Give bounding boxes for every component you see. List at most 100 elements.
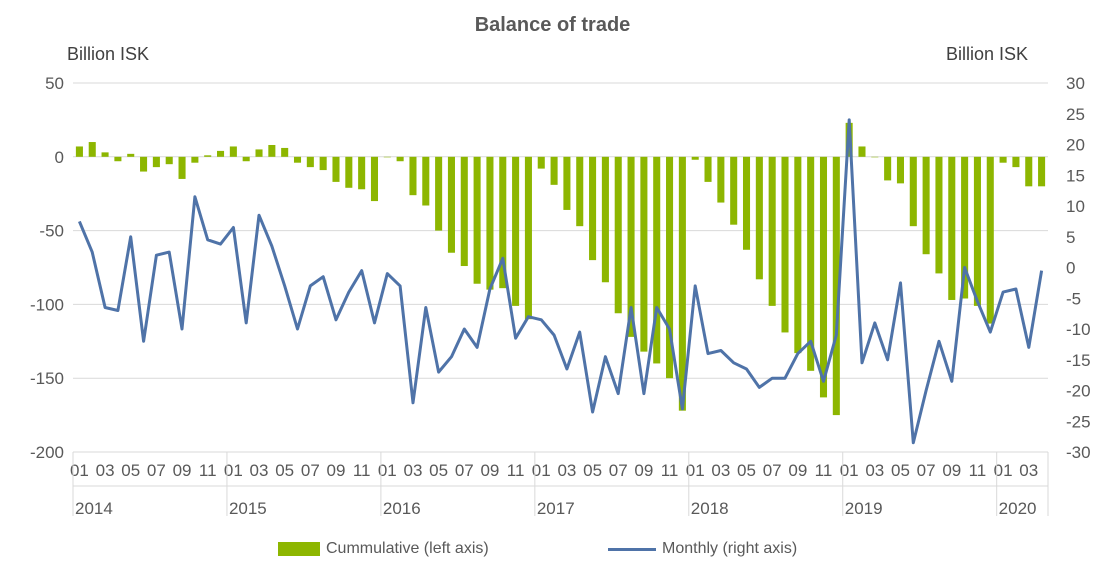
bar bbox=[460, 156, 468, 267]
bar bbox=[332, 156, 340, 182]
bar bbox=[666, 156, 674, 379]
bar bbox=[948, 156, 956, 300]
month-tick-label: 05 bbox=[275, 461, 294, 480]
legend-swatch-line bbox=[608, 547, 656, 551]
bar bbox=[896, 156, 904, 184]
bar bbox=[217, 150, 225, 157]
month-tick-label: 01 bbox=[70, 461, 89, 480]
bar bbox=[447, 156, 455, 253]
bar bbox=[640, 156, 648, 352]
right-axis-unit: Billion ISK bbox=[946, 44, 1029, 64]
bar bbox=[807, 156, 815, 371]
bar bbox=[691, 156, 699, 160]
month-tick-label: 05 bbox=[583, 461, 602, 480]
bar bbox=[858, 146, 866, 157]
bar bbox=[576, 156, 584, 227]
month-tick-label: 03 bbox=[865, 461, 884, 480]
month-tick-label: 07 bbox=[301, 461, 320, 480]
month-tick-label: 11 bbox=[815, 461, 833, 480]
bar bbox=[383, 156, 391, 158]
bar bbox=[909, 156, 917, 227]
right-axis-tick-label: -5 bbox=[1066, 289, 1081, 308]
bar bbox=[191, 156, 199, 163]
month-tick-label: 11 bbox=[353, 461, 371, 480]
bar bbox=[781, 156, 789, 333]
year-label: 2014 bbox=[75, 499, 113, 518]
month-tick-label: 09 bbox=[634, 461, 653, 480]
bar bbox=[306, 156, 314, 168]
bar bbox=[242, 156, 250, 162]
legend-label-cumulative: Cummulative (left axis) bbox=[326, 540, 489, 557]
bar bbox=[165, 156, 173, 165]
bar bbox=[512, 156, 520, 306]
bar bbox=[755, 156, 763, 280]
bar bbox=[204, 155, 212, 157]
month-tick-label: 07 bbox=[917, 461, 936, 480]
bar bbox=[742, 156, 751, 250]
month-tick-label: 03 bbox=[711, 461, 730, 480]
year-label: 2017 bbox=[537, 499, 575, 518]
right-axis-tick-label: 10 bbox=[1066, 197, 1085, 216]
bar bbox=[973, 156, 981, 306]
bar bbox=[268, 144, 276, 157]
month-tick-label: 11 bbox=[969, 461, 987, 480]
bar bbox=[550, 156, 558, 185]
month-tick-label: 01 bbox=[224, 461, 243, 480]
right-axis-tick-label: 5 bbox=[1066, 228, 1075, 247]
month-tick-label: 09 bbox=[480, 461, 499, 480]
month-tick-label: 01 bbox=[994, 461, 1013, 480]
bar bbox=[229, 146, 237, 157]
bar bbox=[435, 156, 443, 231]
legend-item-monthly: Monthly (right axis) bbox=[608, 540, 797, 558]
month-tick-label: 11 bbox=[661, 461, 679, 480]
bar bbox=[601, 156, 609, 283]
bar bbox=[358, 156, 366, 190]
bar bbox=[999, 156, 1007, 163]
month-tick-label: 03 bbox=[96, 461, 115, 480]
month-tick-label: 09 bbox=[788, 461, 807, 480]
bar bbox=[75, 146, 83, 157]
left-axis-unit: Billion ISK bbox=[67, 44, 150, 64]
chart-title: Balance of trade bbox=[474, 14, 631, 36]
bar bbox=[293, 156, 302, 163]
month-tick-label: 01 bbox=[378, 461, 397, 480]
bar bbox=[319, 156, 327, 171]
bar bbox=[486, 156, 494, 290]
month-tick-label: 07 bbox=[609, 461, 628, 480]
month-tick-label: 07 bbox=[763, 461, 782, 480]
month-tick-label: 01 bbox=[840, 461, 859, 480]
month-tick-label: 05 bbox=[429, 461, 448, 480]
right-axis-tick-label: 20 bbox=[1066, 136, 1085, 155]
right-axis-tick-label: 0 bbox=[1066, 259, 1075, 278]
bar bbox=[473, 156, 481, 284]
line-series-monthly bbox=[78, 118, 1044, 445]
year-label: 2016 bbox=[383, 499, 421, 518]
bar bbox=[114, 156, 122, 162]
left-axis-tick-label: -200 bbox=[30, 443, 64, 462]
bar bbox=[370, 156, 379, 202]
month-tick-label: 11 bbox=[507, 461, 525, 480]
bar bbox=[563, 156, 571, 210]
bar bbox=[422, 156, 430, 206]
right-axis-tick-label: -20 bbox=[1066, 382, 1091, 401]
bar bbox=[832, 156, 840, 416]
bar bbox=[614, 156, 622, 314]
bar bbox=[345, 156, 353, 188]
bar bbox=[178, 156, 186, 179]
left-axis-tick-label: -150 bbox=[30, 369, 64, 388]
bar bbox=[101, 152, 109, 157]
bar bbox=[409, 156, 417, 196]
bar bbox=[127, 153, 135, 157]
legend-label-monthly: Monthly (right axis) bbox=[662, 540, 798, 557]
month-tick-label: 11 bbox=[199, 461, 217, 480]
month-tick-label: 07 bbox=[455, 461, 474, 480]
year-label: 2015 bbox=[229, 499, 267, 518]
legend: Cummulative (left axis) Monthly (right a… bbox=[0, 540, 1105, 562]
bar bbox=[717, 156, 725, 203]
right-axis-tick-label: 15 bbox=[1066, 166, 1085, 185]
month-tick-label: 09 bbox=[327, 461, 346, 480]
bar bbox=[986, 156, 994, 324]
bar bbox=[281, 147, 289, 157]
